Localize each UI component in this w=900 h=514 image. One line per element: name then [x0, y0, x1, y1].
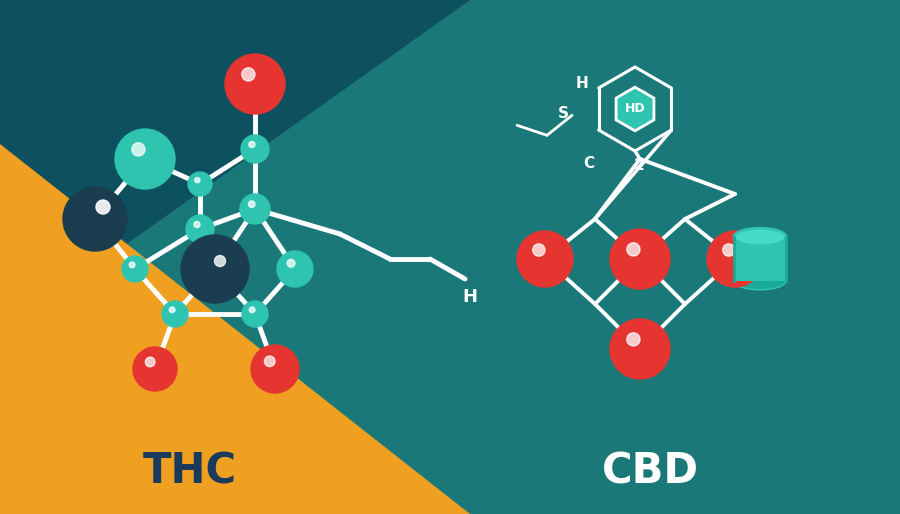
Polygon shape	[0, 144, 470, 514]
Polygon shape	[0, 164, 470, 514]
Text: 2: 2	[634, 158, 644, 173]
Circle shape	[133, 347, 177, 391]
Polygon shape	[0, 0, 470, 334]
Circle shape	[248, 141, 255, 148]
Circle shape	[533, 244, 545, 256]
Circle shape	[225, 54, 285, 114]
Circle shape	[63, 187, 127, 251]
Circle shape	[130, 262, 135, 268]
Circle shape	[242, 68, 255, 81]
Circle shape	[277, 251, 313, 287]
Text: C: C	[583, 156, 594, 171]
Circle shape	[610, 229, 670, 289]
Text: H: H	[463, 288, 478, 306]
Circle shape	[707, 231, 763, 287]
Circle shape	[96, 200, 110, 214]
Circle shape	[122, 256, 148, 282]
Circle shape	[626, 333, 640, 346]
Text: CBD: CBD	[601, 451, 698, 493]
Circle shape	[131, 143, 145, 156]
Circle shape	[194, 222, 200, 228]
Circle shape	[181, 235, 249, 303]
Circle shape	[251, 345, 299, 393]
Circle shape	[242, 301, 268, 327]
FancyBboxPatch shape	[734, 237, 786, 281]
Circle shape	[188, 172, 212, 196]
Circle shape	[115, 129, 175, 189]
Circle shape	[610, 319, 670, 379]
Circle shape	[249, 307, 255, 313]
Circle shape	[169, 307, 175, 313]
Circle shape	[214, 255, 226, 266]
Circle shape	[517, 231, 573, 287]
Circle shape	[248, 201, 255, 208]
Text: HD: HD	[625, 102, 645, 116]
Circle shape	[265, 356, 275, 366]
Circle shape	[723, 244, 735, 256]
Text: THC: THC	[143, 451, 237, 493]
Circle shape	[287, 259, 295, 267]
Circle shape	[186, 215, 214, 243]
Circle shape	[145, 357, 155, 367]
Circle shape	[626, 243, 640, 256]
Circle shape	[194, 177, 200, 183]
Text: H: H	[576, 76, 589, 91]
Ellipse shape	[734, 228, 786, 246]
Circle shape	[162, 301, 188, 327]
Circle shape	[241, 135, 269, 163]
Circle shape	[240, 194, 270, 224]
Ellipse shape	[734, 272, 786, 290]
Text: S: S	[558, 106, 569, 121]
